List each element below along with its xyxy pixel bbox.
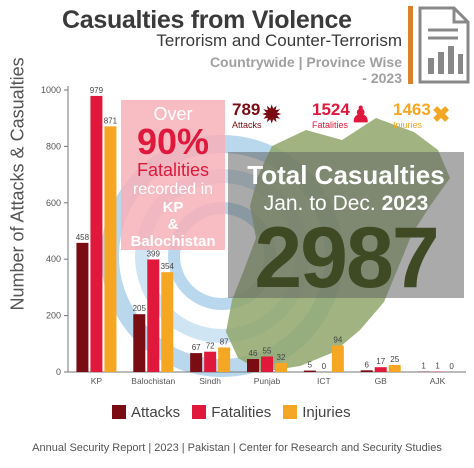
- stat-attacks: 789 Attacks ✹: [229, 100, 284, 130]
- bar-injuries: [331, 345, 344, 372]
- total-casualties-title: Total Casualties: [247, 160, 445, 190]
- legend-item-attacks: Attacks: [112, 404, 180, 421]
- legend-label-injuries: Injuries: [302, 403, 351, 421]
- bar-attacks: [76, 242, 89, 372]
- data-label-fatalities: 399: [147, 249, 161, 258]
- bar-attacks: [133, 314, 146, 372]
- scope-line-2: - 2023: [362, 70, 402, 86]
- x-tick-label: AJK: [430, 376, 446, 386]
- bandage-icon: ✖: [431, 102, 451, 127]
- x-tick-label: Balochistan: [131, 376, 175, 386]
- x-tick-label: Punjab: [254, 376, 281, 386]
- highlight-kp: KP: [162, 199, 184, 216]
- chart-legend: Attacks Fatalities Injuries: [112, 402, 351, 422]
- bar-injuries: [218, 347, 231, 372]
- legend-item-fatalities: Fatalities: [192, 404, 271, 421]
- bar-injuries: [161, 272, 174, 372]
- stat-injuries: 1463 Injuries ✖: [390, 100, 453, 130]
- highlight-fatalities: Fatalities: [136, 160, 210, 180]
- bar-fatalities: [147, 259, 160, 372]
- y-tick-label: 1000: [41, 85, 61, 95]
- data-label-fatalities: 979: [90, 86, 104, 95]
- scope-line-1: Countrywide | Province Wise: [209, 54, 402, 70]
- bar-fatalities: [261, 356, 273, 372]
- data-label-injuries: 32: [277, 353, 286, 362]
- bar-attacks: [190, 353, 203, 372]
- data-label-attacks: 458: [76, 233, 90, 242]
- total-period-year: 2023: [381, 192, 429, 215]
- scope-label: Countrywide | Province Wise - 2023: [210, 54, 402, 86]
- x-tick-label: ICT: [317, 376, 331, 386]
- data-label-fatalities: 1: [435, 362, 440, 371]
- data-label-injuries: 94: [333, 335, 342, 344]
- bar-attacks: [303, 370, 316, 372]
- data-label-injuries: 25: [390, 355, 399, 364]
- highlight-recorded: recorded in: [132, 181, 214, 198]
- data-label-attacks: 46: [249, 349, 258, 358]
- bar-fatalities: [204, 351, 217, 372]
- x-tick-label: KP: [91, 376, 103, 386]
- data-label-injuries: 871: [104, 116, 118, 125]
- title-accent-bar: [408, 6, 413, 84]
- bar-fatalities: [374, 367, 387, 372]
- footer-credit: Annual Security Report | 2023 | Pakistan…: [32, 442, 442, 454]
- legend-swatch-fatalities: [192, 405, 207, 419]
- legend-label-fatalities: Fatalities: [211, 403, 272, 421]
- data-label-fatalities: 0: [322, 362, 327, 371]
- y-tick-label: 200: [46, 311, 61, 321]
- highlight-percent: 90%: [136, 121, 210, 162]
- person-injured-icon: ♟: [350, 102, 371, 127]
- data-label-attacks: 1: [421, 362, 426, 371]
- bar-injuries: [388, 364, 401, 372]
- bar-injuries: [275, 362, 287, 372]
- x-tick-label: Sindh: [199, 376, 221, 386]
- bar-attacks: [247, 359, 259, 372]
- chart-labels: 02004006008001000458979871KP205399354Bal…: [41, 85, 454, 386]
- y-tick-label: 400: [46, 254, 61, 264]
- data-label-attacks: 67: [192, 343, 201, 352]
- legend-swatch-injuries: [283, 405, 298, 419]
- bar-fatalities: [90, 95, 103, 372]
- y-axis-label: Number of Attacks & Casualties: [7, 57, 28, 311]
- y-tick-label: 600: [46, 198, 61, 208]
- data-label-attacks: 5: [308, 361, 313, 370]
- bar-injuries: [104, 126, 117, 373]
- highlight-text: Over 90% Fatalities recorded in KP & Bal…: [121, 104, 225, 250]
- legend-label-attacks: Attacks: [131, 403, 181, 421]
- bar-attacks: [360, 370, 373, 372]
- report-document-icon: [418, 6, 470, 84]
- total-period-prefix: Jan. to Dec.: [263, 192, 376, 215]
- stat-fatalities-label: Fatalities: [312, 120, 349, 130]
- data-label-fatalities: 72: [206, 342, 215, 351]
- page-subtitle: Terrorism and Counter-Terrorism: [156, 31, 402, 50]
- y-tick-label: 800: [46, 141, 61, 151]
- total-casualties-period: Jan. to Dec. 2023: [228, 192, 464, 216]
- page-title: Casualties from Violence: [62, 6, 352, 34]
- data-label-injuries: 87: [220, 337, 229, 346]
- highlight-balochistan: Balochistan: [130, 233, 216, 250]
- gear-icon: ✹: [262, 102, 281, 127]
- stat-attacks-label: Attacks: [232, 120, 262, 130]
- highlight-box: [121, 100, 225, 250]
- data-label-fatalities: 17: [376, 357, 385, 366]
- data-label-injuries: 354: [161, 262, 175, 271]
- total-casualties-value: 2987: [254, 210, 439, 306]
- data-label-injuries: 0: [449, 362, 454, 371]
- legend-swatch-attacks: [112, 405, 126, 419]
- stat-injuries-label: Injuries: [393, 120, 423, 130]
- stat-injuries-value: 1463: [393, 100, 431, 119]
- stat-attacks-value: 789: [232, 100, 261, 119]
- x-tick-label: GB: [375, 376, 388, 386]
- y-tick-label: 0: [56, 367, 61, 377]
- chart-bars: [76, 95, 444, 373]
- data-label-fatalities: 55: [263, 346, 272, 355]
- total-casualties-box: [228, 152, 464, 298]
- highlight-over: Over: [153, 104, 193, 124]
- highlight-ampersand: &: [167, 216, 179, 233]
- stat-fatalities-value: 1524: [312, 100, 350, 119]
- data-label-attacks: 205: [133, 304, 147, 313]
- data-label-attacks: 6: [364, 360, 369, 369]
- legend-item-injuries: Injuries: [283, 403, 351, 421]
- stat-fatalities: 1524 Fatalities ♟: [309, 100, 374, 130]
